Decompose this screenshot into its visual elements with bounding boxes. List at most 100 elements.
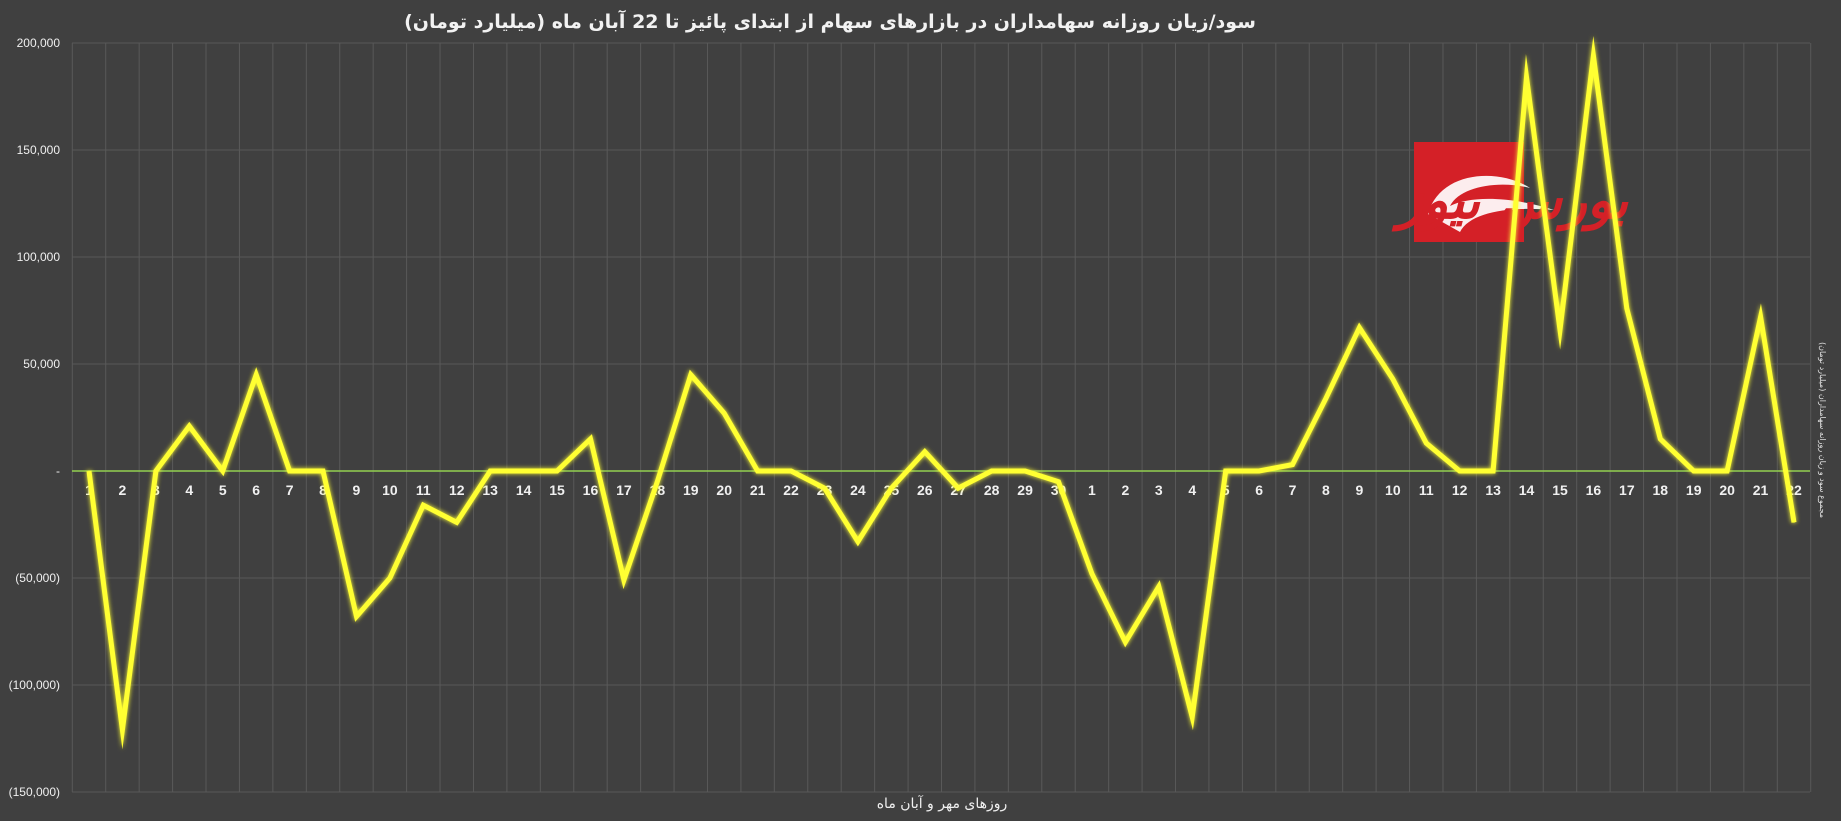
x-tick-label: 24 [850, 482, 866, 498]
data-point [589, 438, 591, 440]
x-tick-label: 10 [1385, 482, 1401, 498]
data-point [389, 577, 391, 579]
y-tick-label: 50,000 [23, 357, 60, 371]
data-point [422, 504, 424, 506]
data-point [222, 470, 224, 472]
logo-text: بورس نیوز [1391, 171, 1629, 232]
y-tick-label: 100,000 [17, 250, 61, 264]
data-point [355, 616, 357, 618]
x-tick-label: 20 [716, 482, 732, 498]
x-tick-label: 12 [1452, 482, 1468, 498]
data-point [1024, 470, 1026, 472]
data-point [690, 374, 692, 376]
x-tick-label: 9 [353, 482, 361, 498]
y-axis: 200,000 150,000 100,000 50,000 - (50,000) (100… [9, 36, 61, 799]
data-point [924, 451, 926, 453]
y-tick-label: (100,000) [9, 678, 60, 692]
y-axis-label: مجموع سود و زیان روزانه سهامداران (میلیا… [1818, 342, 1827, 518]
data-point [1325, 397, 1327, 399]
data-point [1559, 329, 1561, 331]
data-point [1793, 521, 1795, 523]
x-tick-label: 6 [252, 482, 260, 498]
series-layer [86, 35, 1797, 750]
data-point [991, 470, 993, 472]
data-point [489, 470, 491, 472]
data-point [1292, 464, 1294, 466]
data-point [1760, 316, 1762, 318]
x-tick-label: 14 [516, 482, 532, 498]
x-tick-label: 9 [1355, 482, 1363, 498]
x-tick-label: 14 [1519, 482, 1535, 498]
x-tick-label: 15 [549, 482, 565, 498]
x-tick-label: 12 [449, 482, 465, 498]
data-point [88, 470, 90, 472]
x-tick-label: 26 [917, 482, 933, 498]
data-point [1659, 438, 1661, 440]
data-point [523, 470, 525, 472]
x-tick-label: 18 [1652, 482, 1668, 498]
x-tick-label: 10 [382, 482, 398, 498]
logo-square [1414, 142, 1524, 242]
x-tick-label: 21 [1753, 482, 1769, 498]
x-tick-label: 6 [1255, 482, 1263, 498]
data-point [656, 481, 658, 483]
data-point [1058, 481, 1060, 483]
data-point [556, 470, 558, 472]
chart-title: سود/زیان روزانه سهامداران در بازارهای سه… [404, 9, 1256, 33]
data-point [1392, 378, 1394, 380]
series-line [86, 35, 1797, 750]
y-tick-label: 200,000 [17, 36, 61, 50]
data-point [1693, 470, 1695, 472]
x-tick-label: 8 [319, 482, 327, 498]
x-tick-label: 16 [583, 482, 599, 498]
x-tick-label: 13 [482, 482, 498, 498]
data-point [255, 374, 257, 376]
bourse-news-logo: بورس نیوز [1391, 142, 1629, 242]
data-point [1492, 470, 1494, 472]
data-point [1191, 716, 1193, 718]
x-tick-label: 15 [1552, 482, 1568, 498]
data-point [623, 579, 625, 581]
data-point [121, 729, 123, 731]
x-tick-label: 4 [185, 482, 193, 498]
data-point [857, 541, 859, 543]
x-tick-label: 21 [750, 482, 766, 498]
x-tick-label: 5 [1222, 482, 1230, 498]
x-tick-label: 3 [1155, 482, 1163, 498]
data-point [289, 470, 291, 472]
data-point [1459, 470, 1461, 472]
x-tick-label: 28 [984, 482, 1000, 498]
data-point [757, 470, 759, 472]
y-tick-label: 150,000 [17, 143, 61, 157]
data-point [1425, 442, 1427, 444]
y-tick-label: (50,000) [15, 571, 60, 585]
x-tick-label: 8 [1322, 482, 1330, 498]
x-tick-label: 2 [119, 482, 127, 498]
data-point [1626, 307, 1628, 309]
x-tick-label: 11 [1419, 482, 1434, 498]
data-point [155, 470, 157, 472]
x-tick-label: 4 [1188, 482, 1196, 498]
x-tick-label: 17 [616, 482, 632, 498]
x-tick-label: 5 [219, 482, 227, 498]
x-tick-label: 22 [783, 482, 799, 498]
x-tick-label: 11 [416, 482, 431, 498]
data-point [1158, 586, 1160, 588]
data-point [1726, 470, 1728, 472]
x-tick-label: 29 [1017, 482, 1033, 498]
data-point [1225, 470, 1227, 472]
data-point [890, 487, 892, 489]
data-point [1091, 573, 1093, 575]
x-tick-label: 2 [1121, 482, 1129, 498]
data-point [188, 425, 190, 427]
data-point [1526, 76, 1528, 78]
x-tick-label: 3 [152, 482, 160, 498]
x-tick-label: 19 [1686, 482, 1702, 498]
data-point [1258, 470, 1260, 472]
data-point [1592, 55, 1594, 57]
data-point [957, 487, 959, 489]
x-tick-label: 20 [1719, 482, 1735, 498]
data-point [1358, 327, 1360, 329]
